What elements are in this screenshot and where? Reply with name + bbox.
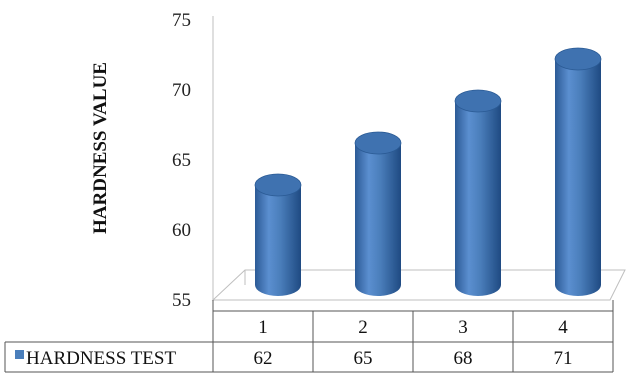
y-axis-title: HARDNESS VALUE bbox=[90, 62, 111, 234]
bar-body bbox=[555, 59, 601, 296]
bar-2 bbox=[354, 131, 402, 296]
category-label: 4 bbox=[558, 317, 568, 338]
data-table bbox=[4, 300, 614, 373]
bar-top bbox=[454, 89, 502, 113]
table-value: 71 bbox=[554, 348, 573, 369]
category-label: 3 bbox=[458, 317, 468, 338]
bar-top bbox=[254, 173, 302, 197]
table-value: 68 bbox=[454, 348, 473, 369]
bar-body bbox=[255, 185, 301, 296]
bar-1 bbox=[254, 173, 302, 296]
legend-swatch bbox=[15, 350, 24, 359]
bar-4 bbox=[554, 47, 602, 296]
y-tick-label: 65 bbox=[172, 150, 191, 171]
category-label: 1 bbox=[258, 317, 268, 338]
bar-top bbox=[554, 47, 602, 71]
table-value: 65 bbox=[354, 348, 373, 369]
bar-body bbox=[355, 143, 401, 296]
bar-top bbox=[354, 131, 402, 155]
y-tick-label: 70 bbox=[172, 80, 191, 101]
y-tick-label: 55 bbox=[172, 290, 191, 311]
bar-3 bbox=[454, 89, 502, 296]
table-value: 62 bbox=[254, 348, 273, 369]
chart-floor bbox=[211, 269, 626, 301]
legend-label: HARDNESS TEST bbox=[26, 348, 176, 369]
bar-body bbox=[455, 101, 501, 296]
category-label: 2 bbox=[358, 317, 368, 338]
bars-group bbox=[254, 47, 602, 296]
y-axis-ticks: 55 60 65 70 75 bbox=[172, 10, 191, 311]
y-tick-label: 75 bbox=[172, 10, 191, 31]
y-tick-label: 60 bbox=[172, 220, 191, 241]
